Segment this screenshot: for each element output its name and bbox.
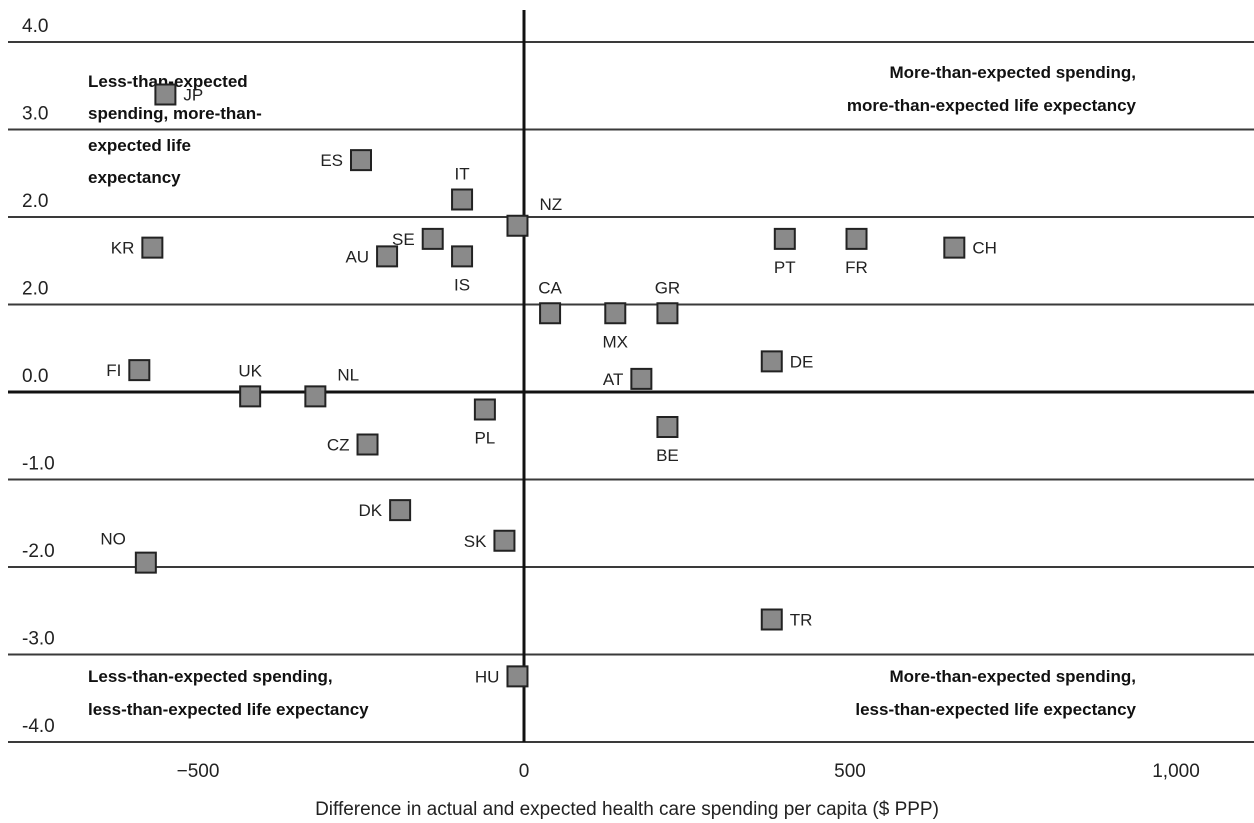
- point-label-cz: CZ: [327, 436, 350, 455]
- y-tick-label: 3.0: [22, 104, 48, 125]
- quadrant-label-bottom-left: Less-than-expected spending,: [88, 667, 333, 686]
- y-tick-label: 2.0: [22, 279, 48, 300]
- point-marker-mx: [604, 302, 627, 325]
- quadrant-label-top-left: expectancy: [88, 168, 181, 187]
- point-label-be: BE: [656, 446, 679, 465]
- point-label-sk: SK: [464, 532, 487, 551]
- point-marker-gr: [656, 302, 679, 325]
- point-marker-es: [350, 149, 372, 172]
- x-tick-label: 0: [519, 761, 530, 782]
- point-marker-at: [630, 367, 653, 390]
- point-marker-pt: [773, 227, 796, 250]
- x-tick-label: −500: [177, 761, 220, 782]
- quadrant-label-top-left: spending, more-than-: [88, 104, 262, 123]
- point-label-jp: JP: [183, 86, 203, 105]
- y-tick-label: -3.0: [22, 629, 55, 650]
- point-label-it: IT: [455, 165, 470, 184]
- point-label-pl: PL: [474, 429, 495, 448]
- quadrant-label-top-right: More-than-expected spending,: [889, 63, 1136, 82]
- point-marker-ca: [539, 302, 562, 325]
- point-label-es: ES: [320, 151, 343, 170]
- point-marker-sk: [493, 529, 516, 552]
- y-tick-label: -1.0: [22, 454, 55, 475]
- point-marker-no: [134, 551, 157, 574]
- y-tick-label: 4.0: [22, 16, 48, 37]
- point-label-pt: PT: [774, 258, 796, 277]
- point-label-nz: NZ: [539, 195, 562, 214]
- point-label-nl: NL: [337, 365, 359, 384]
- point-label-se: SE: [392, 230, 415, 249]
- point-label-fr: FR: [845, 258, 868, 277]
- quadrant-label-top-right: more-than-expected life expectancy: [847, 96, 1137, 115]
- x-tick-label: 1,000: [1152, 761, 1200, 782]
- point-label-mx: MX: [603, 332, 629, 351]
- x-axis-label: Difference in actual and expected health…: [315, 799, 939, 820]
- quadrant-label-bottom-right: More-than-expected spending,: [889, 667, 1136, 686]
- point-label-au: AU: [345, 247, 369, 266]
- point-marker-jp: [154, 83, 177, 106]
- point-marker-tr: [760, 608, 783, 631]
- point-label-ch: CH: [972, 239, 997, 258]
- point-marker-au: [376, 245, 399, 268]
- point-label-ca: CA: [538, 278, 562, 297]
- point-marker-se: [421, 227, 444, 250]
- x-tick-label: 500: [834, 761, 866, 782]
- point-label-no: NO: [100, 530, 126, 549]
- point-marker-nz: [506, 214, 529, 237]
- quadrant-label-bottom-right: less-than-expected life expectancy: [855, 700, 1136, 719]
- y-tick-label: 0.0: [22, 366, 48, 387]
- point-label-is: IS: [454, 275, 470, 294]
- point-marker-nl: [304, 385, 327, 408]
- point-marker-uk: [239, 385, 262, 408]
- point-label-kr: KR: [111, 239, 135, 258]
- point-marker-de: [760, 350, 783, 373]
- point-marker-be: [656, 416, 679, 438]
- point-marker-fr: [845, 227, 868, 250]
- point-marker-ch: [943, 236, 966, 259]
- point-marker-fi: [128, 359, 151, 382]
- point-label-dk: DK: [358, 501, 382, 520]
- point-label-tr: TR: [790, 611, 813, 630]
- point-marker-hu: [506, 665, 529, 688]
- point-label-uk: UK: [238, 361, 262, 380]
- point-label-gr: GR: [655, 278, 681, 297]
- point-label-fi: FI: [106, 361, 121, 380]
- quadrant-label-bottom-left: less-than-expected life expectancy: [88, 700, 369, 719]
- point-label-de: DE: [790, 352, 814, 371]
- quadrant-label-top-left: Less-than-expected: [88, 72, 248, 91]
- point-marker-kr: [141, 236, 164, 259]
- y-tick-label: 2.0: [22, 191, 48, 212]
- point-marker-it: [451, 188, 474, 211]
- point-label-at: AT: [603, 370, 623, 389]
- point-marker-pl: [473, 398, 496, 421]
- y-tick-label: -4.0: [22, 716, 55, 737]
- point-label-hu: HU: [475, 667, 500, 686]
- point-marker-dk: [389, 499, 412, 522]
- y-tick-label: -2.0: [22, 541, 55, 562]
- point-marker-cz: [356, 433, 379, 456]
- point-marker-is: [451, 245, 474, 268]
- quadrant-label-top-left: expected life: [88, 136, 191, 155]
